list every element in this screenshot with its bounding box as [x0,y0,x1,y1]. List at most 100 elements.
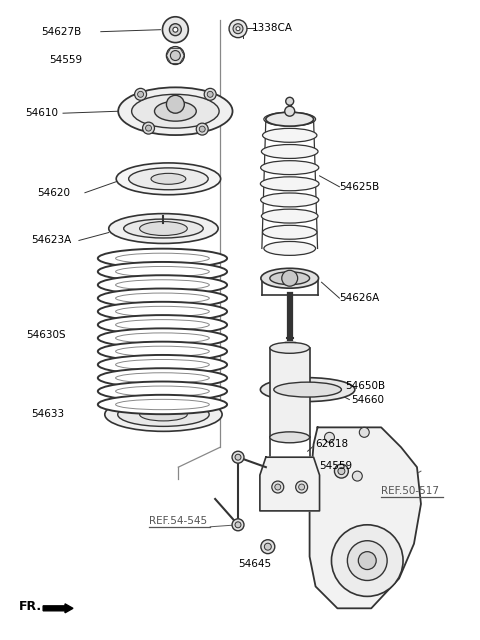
Ellipse shape [98,395,227,414]
Polygon shape [260,457,320,511]
Circle shape [324,433,335,442]
Circle shape [229,20,247,38]
Text: 54645: 54645 [238,559,271,568]
Circle shape [235,454,241,460]
Circle shape [233,24,243,34]
Circle shape [335,464,348,478]
Circle shape [143,122,155,134]
Circle shape [272,481,284,493]
Bar [270,348,310,437]
Ellipse shape [151,173,186,184]
Text: 54625B: 54625B [339,182,380,192]
Ellipse shape [98,368,227,388]
Ellipse shape [132,94,219,128]
Circle shape [162,17,188,43]
Ellipse shape [260,378,355,401]
Ellipse shape [98,315,227,335]
Text: 54633: 54633 [31,410,64,419]
Ellipse shape [274,382,341,397]
Ellipse shape [98,355,227,374]
Text: 54623A: 54623A [31,236,72,246]
Circle shape [138,92,144,97]
Ellipse shape [109,214,218,243]
Ellipse shape [98,381,227,401]
Ellipse shape [105,397,222,431]
Ellipse shape [98,262,227,282]
Ellipse shape [118,403,209,426]
Ellipse shape [262,209,318,223]
Text: 54660: 54660 [351,394,384,404]
Text: 54627B: 54627B [41,27,82,36]
Circle shape [167,47,184,65]
Circle shape [358,552,376,570]
Ellipse shape [270,342,310,353]
Text: 54650B: 54650B [346,381,385,390]
Ellipse shape [270,432,310,443]
Circle shape [134,88,146,100]
Ellipse shape [140,408,187,421]
Circle shape [332,525,403,596]
Text: 54610: 54610 [25,108,58,118]
Text: REF.50-517: REF.50-517 [381,486,439,496]
Text: FR.: FR. [19,600,42,613]
Ellipse shape [98,328,227,348]
Circle shape [169,24,181,36]
Circle shape [264,543,271,550]
Text: 54620: 54620 [37,188,70,198]
Ellipse shape [264,241,315,255]
Circle shape [261,540,275,554]
Circle shape [338,468,345,475]
Ellipse shape [124,219,203,238]
Ellipse shape [261,161,319,175]
Ellipse shape [262,145,318,159]
Ellipse shape [263,225,317,239]
Text: 54626A: 54626A [339,293,380,303]
Ellipse shape [129,168,208,189]
Ellipse shape [261,193,319,207]
Ellipse shape [270,272,310,285]
Circle shape [199,126,205,132]
Circle shape [348,541,387,580]
Circle shape [286,97,294,105]
Text: 54630S: 54630S [26,330,66,340]
Circle shape [207,92,213,97]
Ellipse shape [140,221,187,236]
Circle shape [167,95,184,113]
Ellipse shape [260,177,319,191]
FancyArrow shape [43,604,73,612]
Circle shape [204,88,216,100]
Circle shape [296,481,308,493]
Ellipse shape [266,112,313,126]
Circle shape [352,471,362,481]
Text: 62618: 62618 [315,439,348,449]
Ellipse shape [261,268,319,288]
Circle shape [145,125,152,131]
Circle shape [236,27,240,31]
Circle shape [232,519,244,531]
Ellipse shape [98,249,227,268]
Ellipse shape [98,275,227,294]
Text: 54559: 54559 [320,461,353,471]
Circle shape [275,484,281,490]
Ellipse shape [155,101,196,121]
Circle shape [170,51,180,61]
Ellipse shape [118,87,232,135]
Ellipse shape [98,342,227,361]
Ellipse shape [263,129,317,142]
Circle shape [299,484,305,490]
Circle shape [235,522,241,528]
Ellipse shape [264,112,315,126]
Text: 1338CA: 1338CA [252,22,293,33]
Polygon shape [310,428,421,609]
Circle shape [282,270,298,286]
Circle shape [360,428,369,437]
Text: 54559: 54559 [49,54,82,65]
Circle shape [285,106,295,116]
Circle shape [173,28,178,32]
Circle shape [196,123,208,135]
Ellipse shape [98,289,227,308]
Circle shape [232,451,244,463]
Ellipse shape [116,163,221,195]
Ellipse shape [98,302,227,321]
Text: REF.54-545: REF.54-545 [148,516,207,526]
